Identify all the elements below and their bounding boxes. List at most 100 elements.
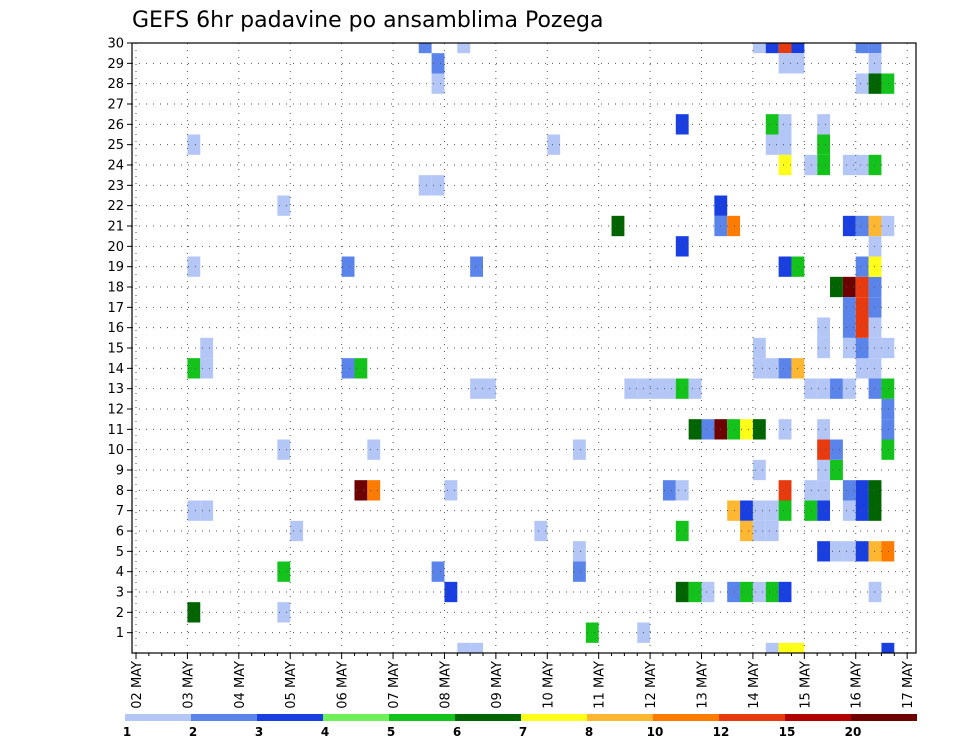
- heatmap-cell: [817, 134, 831, 155]
- heatmap-cell: [765, 114, 779, 135]
- heatmap-cell: [868, 256, 882, 277]
- heatmap-cell: [765, 500, 779, 521]
- heatmap-cell: [804, 378, 818, 399]
- heatmap-cell: [200, 358, 214, 379]
- colorbar-swatch: [455, 714, 521, 721]
- heatmap-cell: [547, 134, 561, 155]
- heatmap-cell: [842, 154, 856, 176]
- heatmap-cell: [277, 561, 291, 582]
- heatmap-cell: [778, 256, 792, 277]
- heatmap-cell: [752, 358, 766, 379]
- heatmap-cell: [855, 276, 869, 298]
- heatmap-cell: [817, 154, 831, 176]
- heatmap-cell: [830, 276, 843, 298]
- heatmap-cell: [752, 581, 766, 603]
- x-tick-label: 13 MAY: [696, 661, 711, 709]
- y-tick-label: 1: [116, 626, 124, 641]
- heatmap-cell: [572, 439, 586, 460]
- y-tick-label: 16: [107, 321, 124, 336]
- y-tick-label: 3: [116, 586, 124, 601]
- heatmap-cell: [277, 602, 291, 623]
- x-tick-label: 10 MAY: [541, 661, 556, 709]
- heatmap-cell: [868, 236, 882, 257]
- heatmap-cell: [842, 541, 856, 562]
- heatmap-cell: [470, 256, 484, 277]
- colorbar-swatch: [851, 714, 917, 721]
- heatmap-cell: [881, 419, 895, 440]
- colorbar-swatch: [521, 714, 587, 721]
- heatmap-cell: [868, 500, 882, 521]
- x-tick-label: 06 MAY: [336, 661, 351, 709]
- heatmap-cell: [187, 134, 201, 155]
- heatmap-cell: [881, 439, 895, 460]
- heatmap-cell: [765, 43, 779, 54]
- colorbar-swatch: [653, 714, 719, 721]
- heatmap-cell: [418, 43, 432, 54]
- heatmap-cell: [855, 43, 869, 54]
- heatmap-cell: [662, 378, 676, 399]
- heatmap-cell: [868, 276, 882, 298]
- heatmap-cell: [624, 378, 638, 399]
- y-tick-label: 24: [107, 159, 124, 174]
- x-tick-label: 04 MAY: [233, 661, 248, 709]
- heatmap-cell: [470, 642, 484, 653]
- heatmap-cell: [200, 500, 214, 521]
- heatmap-cell: [765, 134, 779, 155]
- heatmap-cell: [778, 53, 792, 74]
- heatmap-cell: [842, 378, 856, 399]
- heatmap-cell: [457, 642, 471, 653]
- heatmap-cell: [727, 419, 741, 440]
- y-tick-label: 27: [107, 98, 124, 113]
- heatmap-cell: [431, 73, 445, 94]
- heatmap-cell: [431, 53, 445, 74]
- y-tick-label: 26: [107, 118, 124, 133]
- heatmap-cell: [881, 73, 895, 94]
- colorbar-swatch: [125, 714, 191, 721]
- heatmap-cell: [444, 581, 458, 603]
- heatmap-cell: [778, 419, 792, 440]
- colorbar-swatch: [389, 714, 455, 721]
- y-tick-label: 14: [107, 362, 124, 377]
- heatmap-cell: [842, 276, 856, 298]
- y-tick-label: 11: [107, 423, 124, 438]
- heatmap-cell: [817, 541, 831, 562]
- heatmap-cell: [290, 520, 304, 542]
- heatmap-cell: [842, 337, 856, 359]
- heatmap-cell: [842, 480, 856, 501]
- heatmap-cell: [418, 175, 432, 196]
- colorbar-label: 3: [255, 725, 263, 739]
- heatmap-cell: [277, 439, 291, 460]
- heatmap-cell: [842, 215, 856, 237]
- colorbar-label: 12: [713, 725, 730, 739]
- heatmap-cell: [778, 43, 792, 54]
- x-tick-label: 09 MAY: [490, 661, 505, 709]
- x-tick-label: 15 MAY: [798, 661, 813, 709]
- x-tick-label: 02 MAY: [130, 661, 145, 709]
- heatmap-cell: [868, 581, 882, 603]
- colorbar: 1 2 3 4 5 6 7 8 10 12 15 20: [123, 714, 917, 739]
- y-tick-label: 8: [116, 484, 124, 499]
- x-tick-label: 12 MAY: [644, 661, 659, 709]
- heatmap-cell: [277, 195, 291, 216]
- x-axis-ticks: 02 MAY 03 MAY 04 MAY 05 MAY 06 MAY 07 MAY 08 M…: [130, 653, 916, 709]
- heatmap-cell: [855, 154, 869, 176]
- heatmap-cell: [662, 480, 676, 501]
- dotted-grid: [132, 42, 916, 653]
- heatmap-cell: [572, 541, 586, 562]
- heatmap-cell: [855, 297, 869, 318]
- heatmap-cell: [817, 500, 831, 521]
- heatmap-cell: [830, 378, 843, 399]
- heatmap-cell: [752, 43, 766, 54]
- x-tick-label: 08 MAY: [438, 661, 453, 709]
- colorbar-label: 4: [321, 725, 329, 739]
- heatmap-cell: [868, 154, 882, 176]
- heatmap-cell: [740, 500, 753, 521]
- heatmap-cell: [817, 337, 831, 359]
- y-tick-label: 17: [107, 301, 124, 316]
- heatmap-cell: [778, 358, 792, 379]
- heatmap-cell: [778, 480, 792, 501]
- heatmap-cell: [187, 256, 201, 277]
- heatmap-cell: [817, 317, 831, 338]
- y-tick-label: 5: [116, 545, 124, 560]
